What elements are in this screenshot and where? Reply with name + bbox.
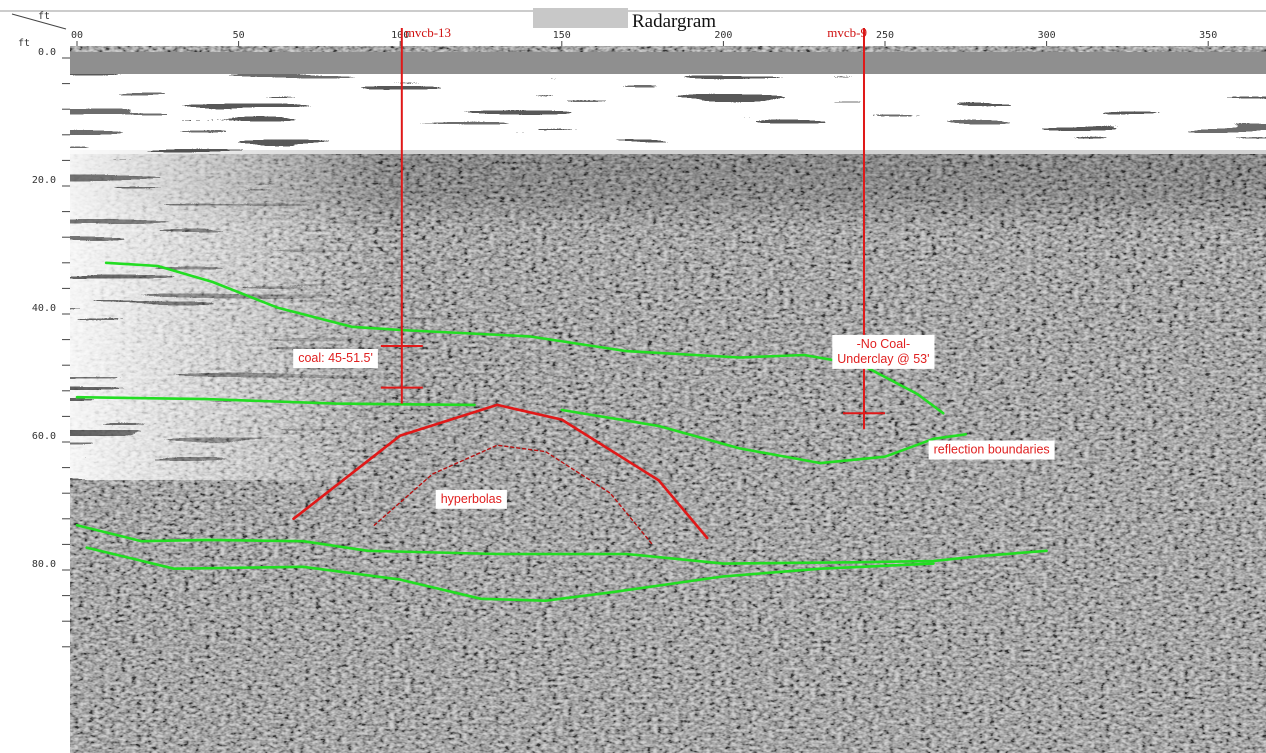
x-tick-label: 150 — [553, 30, 571, 41]
x-tick-label: 00 — [71, 30, 83, 41]
interpretation-lines — [75, 261, 1048, 602]
reflection-boundary-line — [75, 523, 1048, 565]
x-tick-label: 50 — [233, 30, 245, 41]
y-tick-label: 20.0 — [32, 175, 56, 186]
x-tick-label: 250 — [876, 30, 894, 41]
x-unit-label: ft — [38, 11, 50, 22]
annotation-text: hyperbolas — [441, 492, 502, 506]
x-tick-label: 300 — [1038, 30, 1056, 41]
reflection-annotation: reflection boundaries — [928, 440, 1055, 460]
annotation-text: Underclay @ 53' — [837, 352, 929, 366]
y-axis: 0.0 20.0 40.0 60.0 80.0 — [32, 47, 70, 648]
reflection-boundary-line — [560, 408, 968, 465]
y-tick-label: 0.0 — [38, 47, 56, 58]
x-tick-label: 350 — [1199, 30, 1217, 41]
annotation-text: reflection boundaries — [934, 443, 1050, 457]
annotations: coal: 45-51.5' -No Coal-Underclay @ 53' re… — [293, 334, 1055, 509]
annotation-text: -No Coal- — [857, 337, 911, 351]
hyperbola-line — [292, 403, 709, 540]
coal-annotation: coal: 45-51.5' — [293, 349, 378, 368]
radar-image — [70, 46, 1266, 753]
reflection-boundary-line — [85, 546, 935, 602]
hyperbolas-annotation: hyperbolas — [435, 489, 507, 509]
reflection-boundary-line — [75, 395, 476, 407]
well-label: mvcb-13 — [405, 25, 451, 40]
y-tick-label: 40.0 — [32, 303, 56, 314]
hyperbola-line — [373, 444, 653, 546]
y-unit-label: ft — [18, 38, 30, 49]
well-label: mvcb-9 — [827, 25, 867, 40]
annotation-box — [928, 440, 1055, 460]
x-tick-label: 200 — [714, 30, 732, 41]
y-tick-label: 60.0 — [32, 431, 56, 442]
no-coal-annotation: -No Coal-Underclay @ 53' — [832, 334, 935, 369]
chart-title: Radargram — [632, 11, 716, 32]
annotation-box — [832, 334, 935, 369]
y-tick-label: 80.0 — [32, 559, 56, 570]
annotation-box — [435, 489, 507, 509]
annotation-box — [293, 349, 378, 368]
x-tick-label: 100 — [391, 30, 409, 41]
redacted-title-block — [533, 8, 628, 28]
annotation-text: coal: 45-51.5' — [298, 351, 373, 365]
x-axis: 00 50 100 150 200 250 300 350 — [71, 30, 1217, 46]
